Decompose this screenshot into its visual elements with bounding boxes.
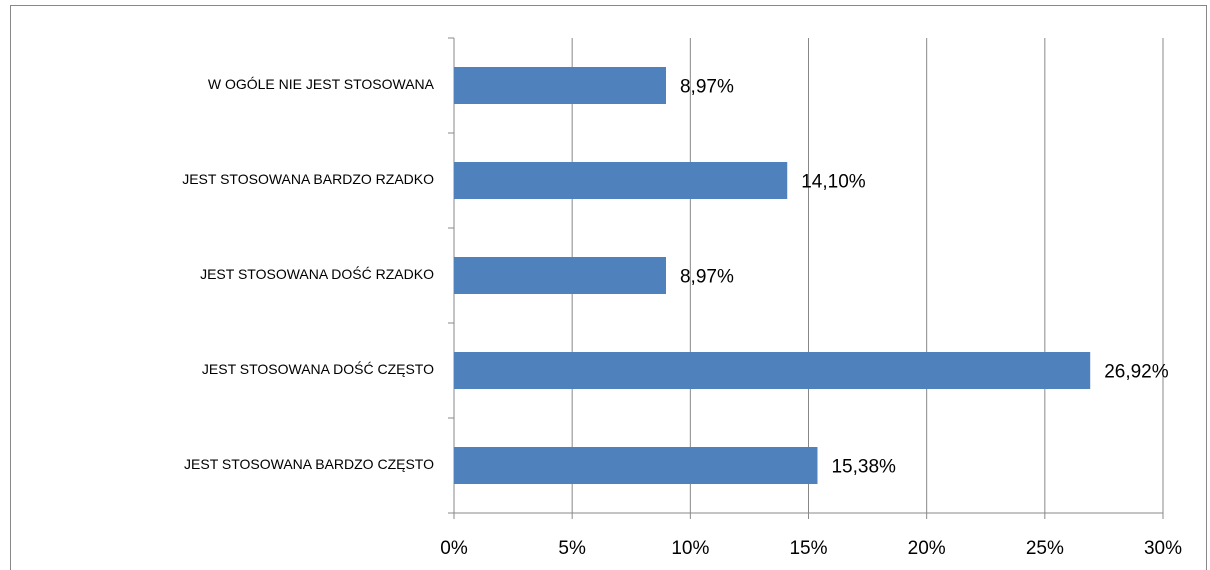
y-tick-label: JEST STOSOWANA DOŚĆ RZADKO [200,265,434,282]
x-tick-label: 0% [440,538,468,559]
bar [454,352,1091,389]
bar [454,67,666,104]
bar [454,162,788,199]
x-tick-label: 20% [908,538,946,559]
x-tick-label: 30% [1144,538,1182,559]
y-tick-label: JEST STOSOWANA DOŚĆ CZĘSTO [202,360,434,377]
x-tick-label: 15% [789,538,827,559]
x-tick-label: 25% [1026,538,1064,559]
bar [454,447,818,484]
value-label: 14,10% [801,172,866,193]
value-label: 15,38% [831,457,896,478]
bar [454,257,666,294]
value-label: 8,97% [680,77,734,98]
x-tick-label: 10% [671,538,709,559]
y-tick-label: JEST STOSOWANA BARDZO RZADKO [182,171,434,187]
value-label: 26,92% [1104,362,1169,383]
value-label: 8,97% [680,267,734,288]
y-tick-label: JEST STOSOWANA BARDZO CZĘSTO [184,456,434,472]
y-tick-label: W OGÓLE NIE JEST STOSOWANA [208,76,435,92]
x-tick-label: 5% [558,538,586,559]
